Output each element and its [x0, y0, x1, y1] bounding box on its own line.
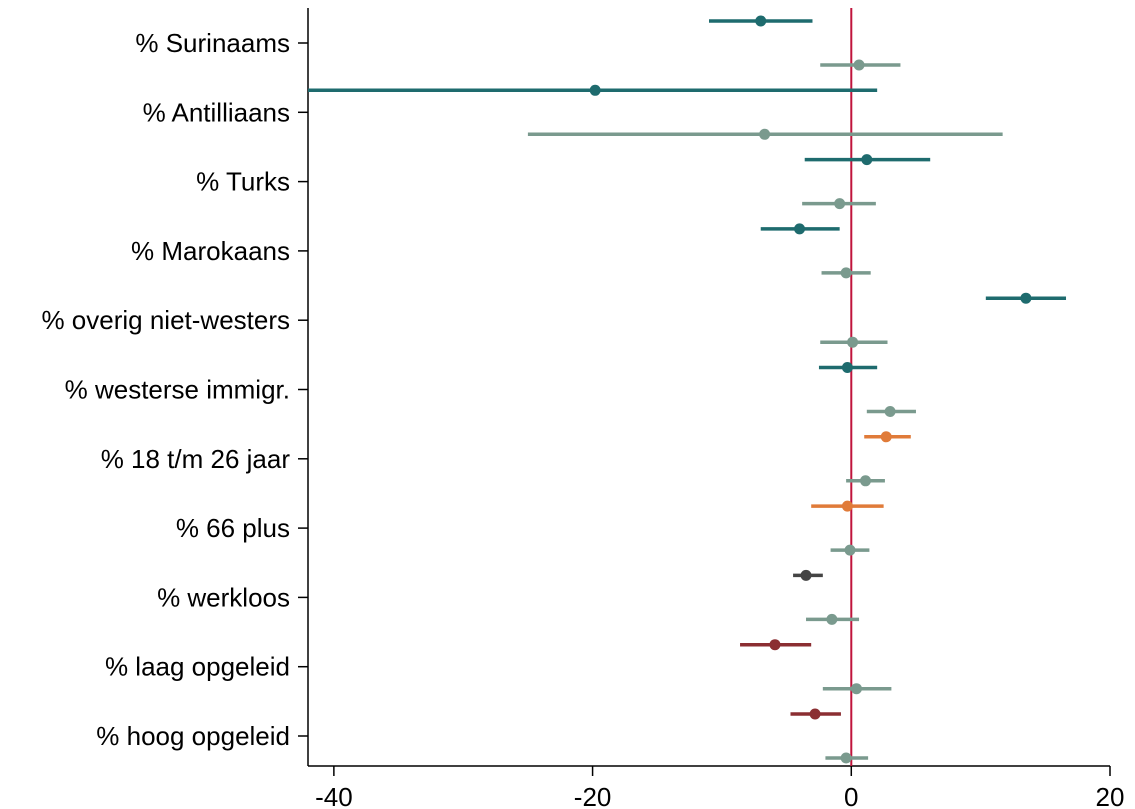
point-estimate — [794, 223, 806, 235]
estimate — [866, 406, 916, 417]
estimate — [793, 569, 823, 581]
category-label: % 66 plus — [176, 513, 290, 543]
estimate — [985, 292, 1067, 304]
estimate — [811, 500, 884, 512]
point-estimate — [861, 154, 873, 166]
estimate — [846, 475, 885, 487]
estimate — [821, 267, 871, 279]
point-estimate — [809, 708, 821, 720]
point-estimate — [800, 569, 812, 581]
estimate — [818, 362, 878, 373]
point-estimate — [860, 475, 872, 487]
estimate — [740, 639, 812, 651]
point-estimate — [850, 683, 862, 695]
plot-axes — [307, 8, 1110, 767]
estimate — [790, 708, 841, 720]
point-estimate — [853, 59, 865, 71]
point-estimate — [769, 639, 781, 651]
category-label: % Antilliaans — [143, 97, 290, 127]
category-label: % 18 t/m 26 jaar — [101, 444, 291, 474]
point-estimate — [847, 336, 859, 348]
estimate — [760, 223, 840, 235]
estimate — [806, 613, 860, 625]
estimate — [864, 431, 911, 443]
estimate — [822, 683, 892, 695]
category-label: % Marokaans — [131, 236, 290, 266]
point-estimate — [755, 15, 767, 27]
point-estimate — [841, 362, 853, 373]
point-estimate — [880, 431, 892, 443]
point-estimate — [834, 198, 846, 210]
category-label: % Surinaams — [135, 28, 290, 58]
estimate — [802, 198, 876, 210]
category-label: % hoog opgeleid — [96, 721, 290, 751]
x-tick-label: -40 — [315, 782, 353, 809]
category-label: % laag opgeleid — [105, 652, 290, 682]
estimate — [804, 154, 931, 166]
point-estimate — [841, 500, 853, 512]
estimate — [308, 84, 878, 96]
category-label: % westerse immigr. — [65, 375, 290, 405]
estimate — [820, 59, 901, 71]
x-tick-label: 0 — [844, 782, 858, 809]
estimate — [709, 15, 813, 27]
estimate-marks — [308, 15, 1067, 764]
x-tick-label: 20 — [1096, 782, 1125, 809]
point-estimate — [589, 84, 601, 96]
x-axis-ticks: -40 -20 0 20 — [315, 766, 1124, 809]
category-label: % overig niet-westers — [41, 305, 290, 335]
point-estimate — [826, 613, 838, 625]
estimate — [825, 752, 869, 764]
point-estimate — [1020, 292, 1032, 304]
estimate — [527, 128, 1003, 140]
point-estimate — [759, 128, 771, 140]
category-label: % Turks — [196, 167, 290, 197]
point-estimate — [844, 544, 856, 556]
point-estimate — [840, 752, 852, 764]
x-tick-label: -20 — [574, 782, 612, 809]
point-estimate — [884, 406, 896, 417]
estimate — [830, 544, 870, 556]
point-estimate — [840, 267, 852, 279]
category-labels: % Surinaams % Antilliaans % Turks % Marokaa… — [41, 28, 308, 751]
estimate — [820, 336, 888, 348]
category-label: % werkloos — [157, 582, 290, 612]
